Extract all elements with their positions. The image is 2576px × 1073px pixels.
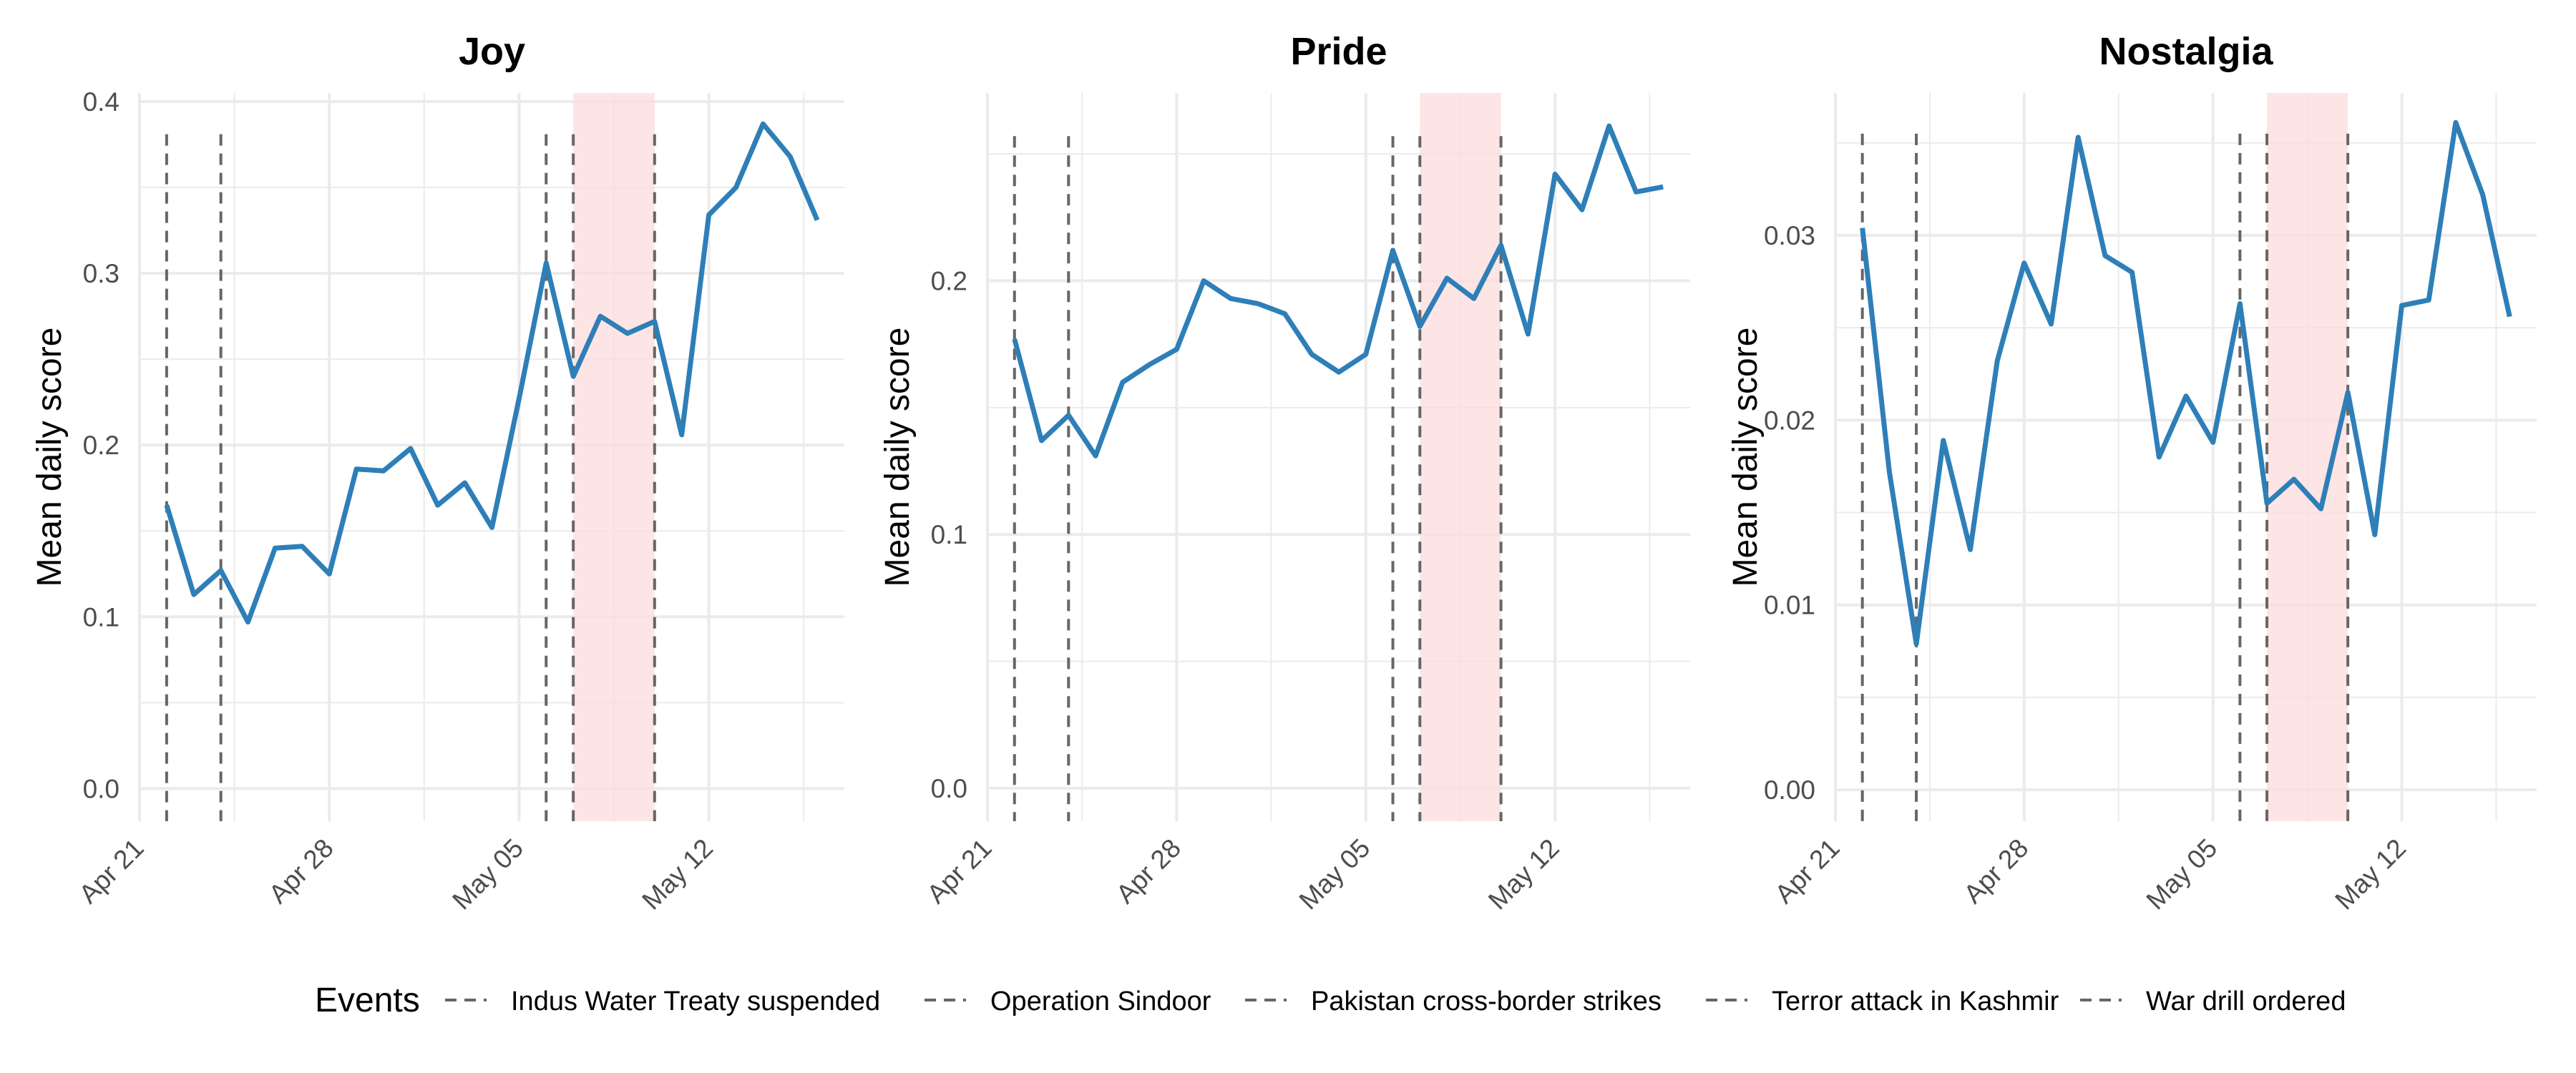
legend: Events Indus Water Treaty suspended Operat… — [315, 981, 2346, 1019]
panel-pride: 0.0 0.1 0.2 Apr 21 Apr 28 May 05 May 12 Pride Me… — [879, 30, 1690, 915]
y-tick-label: 0.2 — [931, 266, 967, 295]
shaded-period — [2267, 93, 2348, 821]
y-tick-label: 0.03 — [1764, 221, 1815, 250]
x-tick-label: May 12 — [1483, 833, 1565, 916]
panel-title: Pride — [1290, 30, 1387, 73]
legend-item-label: Indus Water Treaty suspended — [511, 986, 880, 1016]
shaded-period — [1420, 93, 1501, 821]
legend-item-label: Pakistan cross-border strikes — [1311, 986, 1662, 1016]
legend-item-label: War drill ordered — [2146, 986, 2346, 1016]
panel-nostalgia: 0.00 0.01 0.02 0.03 Apr 21 Apr 28 May 05 May 12… — [1727, 30, 2537, 915]
y-tick-label: 0.3 — [83, 259, 119, 288]
x-tick-label: Apr 28 — [1958, 833, 2034, 909]
y-tick-label: 0.2 — [83, 431, 119, 460]
shaded-period — [573, 93, 655, 821]
legend-title: Events — [315, 981, 420, 1019]
y-tick-label: 0.1 — [83, 602, 119, 632]
legend-item-label: Operation Sindoor — [990, 986, 1211, 1016]
x-tick-label: Apr 28 — [1111, 833, 1186, 909]
y-tick-label: 0.0 — [83, 774, 119, 803]
y-tick-label: 0.01 — [1764, 591, 1815, 620]
y-tick-label: 0.0 — [931, 774, 967, 803]
panel-title: Nostalgia — [2099, 30, 2273, 73]
x-tick-label: May 05 — [447, 833, 529, 916]
x-tick-label: May 12 — [636, 833, 718, 916]
series-line — [164, 121, 820, 624]
y-axis-title: Mean daily score — [31, 328, 69, 587]
y-axis-title: Mean daily score — [1727, 328, 1765, 587]
y-tick-label: 0.1 — [931, 520, 967, 549]
y-tick-label: 0.00 — [1764, 775, 1815, 805]
panel-title: Joy — [459, 30, 525, 73]
y-tick-label: 0.4 — [83, 87, 119, 117]
x-tick-label: May 12 — [2329, 833, 2411, 916]
x-tick-label: Apr 28 — [263, 833, 339, 909]
y-tick-label: 0.02 — [1764, 406, 1815, 435]
series-line — [1860, 119, 2512, 647]
x-tick-label: May 05 — [1294, 833, 1376, 916]
x-tick-label: Apr 21 — [1770, 833, 1845, 909]
legend-item-label: Terror attack in Kashmir — [1772, 986, 2059, 1016]
series-line — [1012, 123, 1664, 459]
x-tick-label: Apr 21 — [74, 833, 150, 909]
y-axis-title: Mean daily score — [879, 328, 917, 587]
x-tick-label: May 05 — [2141, 833, 2223, 916]
x-tick-label: Apr 21 — [922, 833, 997, 909]
panel-joy: 0.0 0.1 0.2 0.3 0.4 Apr 21 Apr 28 May 05 May 12 J… — [31, 30, 844, 915]
